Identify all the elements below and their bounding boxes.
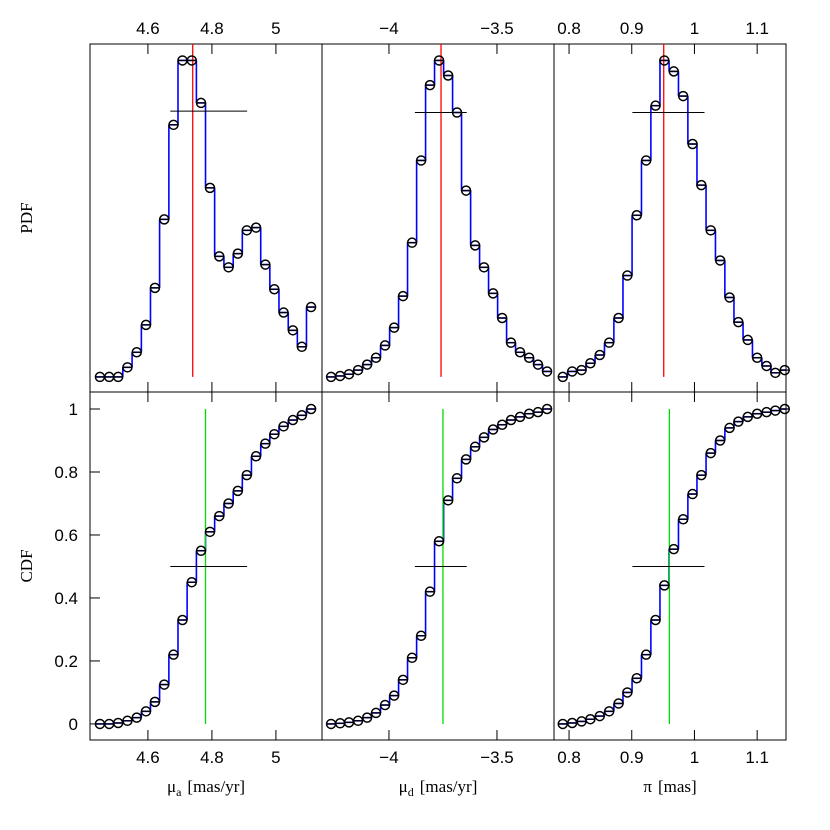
y-tick-label: 0.4	[54, 589, 78, 608]
x-label-subscript: d	[408, 785, 414, 799]
y-tick-label: 0.2	[54, 652, 78, 671]
x-tick-label: 0.9	[620, 748, 644, 767]
x-label-subscript: a	[176, 785, 182, 799]
x-label-symbol: μ	[399, 777, 408, 796]
x-label-unit: [mas/yr]	[420, 777, 478, 796]
x-tick-label: −3.5	[480, 19, 514, 38]
x-tick-label: 4.6	[136, 19, 160, 38]
x-label-symbol: μ	[167, 777, 176, 796]
x-tick-label: 5	[271, 19, 280, 38]
x-tick-label: 1	[690, 748, 699, 767]
y-tick-label: 0.6	[54, 526, 78, 545]
x-tick-label: −3.5	[480, 748, 514, 767]
x-tick-label: 5	[271, 748, 280, 767]
x-tick-label: −4	[379, 748, 398, 767]
panel-frame	[89, 43, 323, 393]
panel-frame	[553, 391, 787, 741]
y-tick-label: 1	[69, 400, 78, 419]
x-label-unit: [mas]	[658, 777, 697, 796]
x-axis-label: μd [mas/yr]	[399, 777, 478, 799]
y-tick-label: 0.8	[54, 463, 78, 482]
x-axis-label: π [mas]	[643, 777, 696, 796]
x-tick-label: 1.1	[745, 19, 769, 38]
y-axis-label: PDF	[17, 202, 36, 233]
x-label-unit: [mas/yr]	[187, 777, 245, 796]
y-axis-label: CDF	[17, 549, 36, 582]
x-tick-label: 4.8	[200, 19, 224, 38]
x-tick-label: −4	[379, 19, 398, 38]
x-tick-label: 0.9	[620, 19, 644, 38]
x-axis-label: μa [mas/yr]	[167, 777, 245, 799]
x-label-symbol: π	[643, 777, 652, 796]
x-tick-label: 4.8	[200, 748, 224, 767]
x-tick-label: 1	[690, 19, 699, 38]
x-tick-label: 1.1	[745, 748, 769, 767]
x-tick-label: 0.8	[557, 19, 581, 38]
x-tick-label: 4.6	[136, 748, 160, 767]
y-tick-label: 0	[69, 715, 78, 734]
x-tick-label: 0.8	[557, 748, 581, 767]
panel-frame	[321, 43, 555, 393]
